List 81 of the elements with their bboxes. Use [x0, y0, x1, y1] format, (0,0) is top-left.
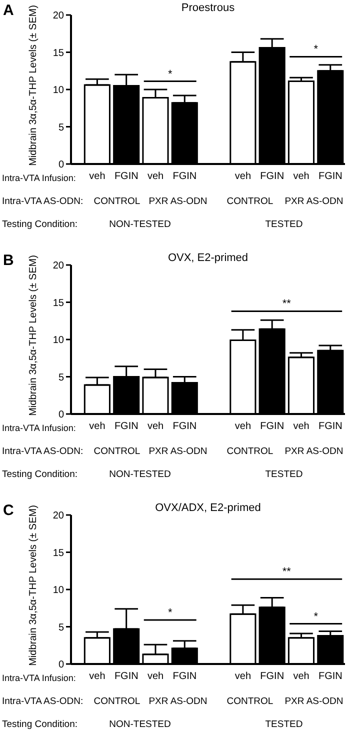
- text: Testing Condition:: [2, 469, 78, 480]
- x-tick-label: veh: [234, 171, 252, 182]
- x-tick-label: FGIN: [260, 421, 284, 432]
- y-tick-label: 5: [58, 122, 64, 134]
- annotation: *: [314, 610, 319, 623]
- annotation: *: [168, 68, 173, 80]
- x-tick-label: FGIN: [260, 171, 284, 182]
- text: CONTROL: [94, 446, 140, 457]
- y-tick-label: 0: [58, 410, 64, 421]
- y-tick-label: 20: [52, 260, 64, 272]
- text: A: [3, 2, 14, 19]
- x-tick-label: FGIN: [172, 171, 197, 182]
- text: CONTROL: [94, 696, 140, 707]
- y-tick-label: 15: [52, 298, 64, 309]
- text: Testing Condition:: [2, 219, 78, 230]
- y-tick-label: 10: [52, 85, 64, 96]
- x-axis-title: Intra-VTA Infusion:: [2, 673, 76, 683]
- y-tick-label: 10: [52, 335, 64, 346]
- text: TESTED: [265, 719, 303, 730]
- x-tick-label: FGIN: [114, 171, 138, 182]
- x-tick-label: veh: [293, 421, 310, 432]
- y-tick-label: 10: [52, 585, 64, 596]
- y-tick-label: 15: [52, 548, 64, 559]
- x-tick-label: veh: [89, 671, 106, 682]
- annotation: **: [282, 566, 292, 578]
- annotation: **: [282, 298, 292, 310]
- x-tick-label: veh: [234, 421, 252, 432]
- x-tick-label: veh: [89, 171, 106, 182]
- y-tick-label: 0: [58, 660, 64, 671]
- x-tick-label: FGIN: [172, 421, 197, 432]
- text: TESTED: [265, 219, 303, 230]
- x-tick-label: veh: [147, 171, 164, 182]
- chart-title: OVX/ADX, E2-primed: [155, 502, 261, 514]
- y-tick-label: 15: [52, 48, 64, 59]
- text: CONTROL: [226, 196, 274, 207]
- chart-title: Proestrous: [181, 2, 236, 14]
- y-tick-label: 0: [58, 160, 64, 171]
- x-axis-title: Intra-VTA Infusion:: [2, 423, 76, 433]
- text: NON-TESTED: [109, 469, 172, 480]
- y-axis-title: Midbrain 3α,5α-THP Levels (± SEM): [28, 5, 39, 166]
- text: Intra-VTA AS-ODN:: [2, 696, 84, 707]
- x-tick-label: veh: [293, 171, 310, 182]
- x-tick-label: veh: [147, 671, 164, 682]
- x-tick-label: FGIN: [318, 671, 342, 682]
- text: NON-TESTED: [109, 719, 172, 730]
- text: PXR AS-ODN: [284, 196, 344, 207]
- text: PXR AS-ODN: [148, 696, 208, 707]
- y-tick-label: 5: [58, 622, 64, 634]
- x-tick-label: veh: [293, 671, 310, 682]
- x-tick-label: FGIN: [318, 171, 342, 182]
- x-tick-label: FGIN: [172, 671, 197, 682]
- y-axis-title: Midbrain 3α,5α-THP Levels (± SEM): [28, 505, 39, 666]
- text: Intra-VTA AS-ODN:: [2, 196, 84, 207]
- text: TESTED: [265, 469, 303, 480]
- y-axis-title: Midbrain 3α,5α-THP Levels (± SEM): [28, 255, 39, 416]
- x-tick-label: FGIN: [318, 421, 342, 432]
- text: CONTROL: [94, 196, 140, 207]
- x-tick-label: veh: [89, 421, 106, 432]
- x-tick-label: FGIN: [114, 671, 138, 682]
- x-tick-label: FGIN: [114, 421, 138, 432]
- text: PXR AS-ODN: [148, 446, 208, 457]
- chart-title: OVX, E2-primed: [168, 252, 248, 264]
- y-tick-label: 5: [58, 372, 64, 384]
- text: NON-TESTED: [109, 219, 172, 230]
- text: PXR AS-ODN: [284, 696, 344, 707]
- x-tick-label: veh: [234, 671, 252, 682]
- y-tick-label: 20: [52, 510, 64, 522]
- text: Intra-VTA AS-ODN:: [2, 446, 84, 457]
- text: CONTROL: [226, 446, 274, 457]
- text: CONTROL: [226, 696, 274, 707]
- x-tick-label: FGIN: [260, 671, 284, 682]
- x-tick-label: veh: [147, 421, 164, 432]
- text: Testing Condition:: [2, 719, 78, 730]
- y-tick-label: 20: [52, 10, 64, 22]
- annotation: *: [314, 44, 319, 56]
- text: PXR AS-ODN: [284, 446, 344, 457]
- x-axis-title: Intra-VTA Infusion:: [2, 173, 76, 183]
- text: C: [3, 502, 14, 519]
- text: B: [3, 252, 14, 269]
- text: PXR AS-ODN: [148, 196, 208, 207]
- annotation: *: [168, 607, 173, 620]
